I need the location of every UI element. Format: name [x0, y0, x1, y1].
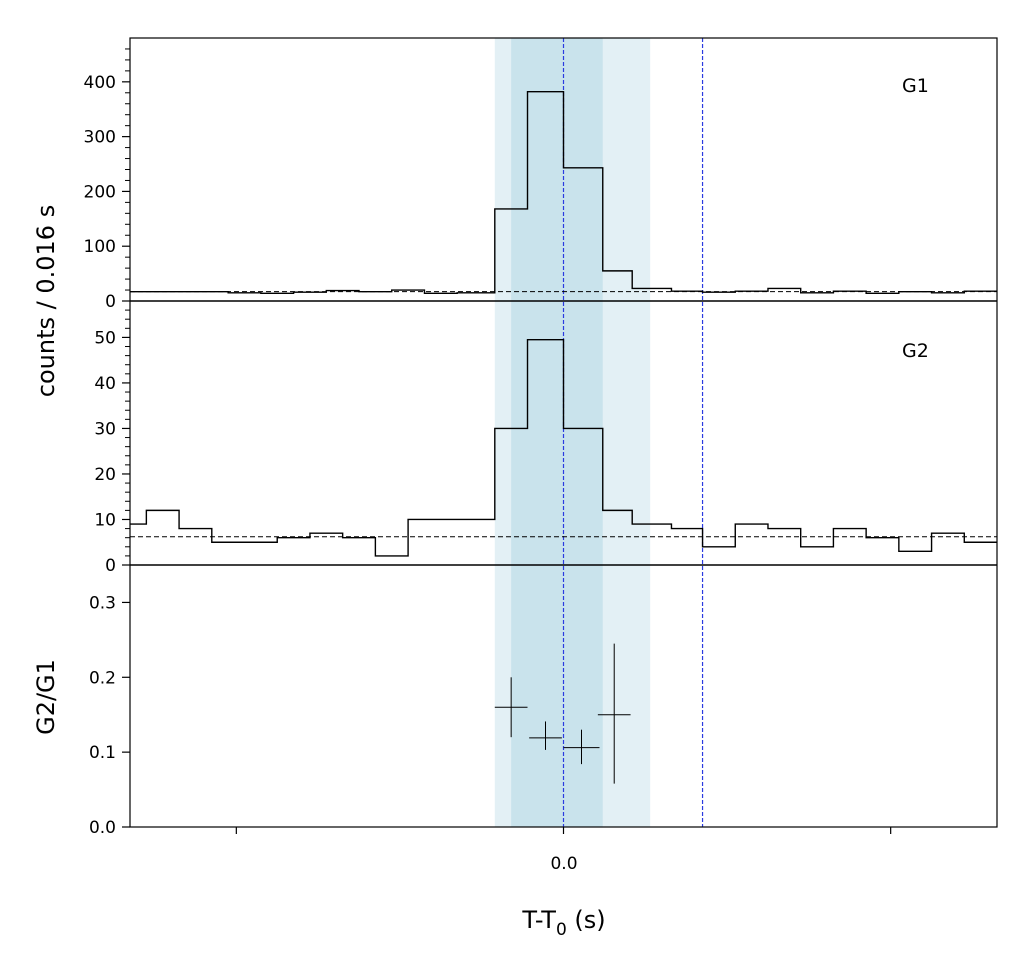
- y-axis-label-counts: counts / 0.016 s: [32, 205, 60, 397]
- panel-label-g1: G1: [902, 75, 929, 97]
- panel-ratio: 0.0 0.1 0.2 0.3: [89, 593, 631, 838]
- x-axis: 0.0: [235, 827, 892, 874]
- x-axis-label-main: T-T: [521, 906, 556, 934]
- y-tick-label: 30: [94, 419, 116, 439]
- y-tick-label: 100: [84, 237, 116, 257]
- y-tick-label: 0.0: [89, 818, 116, 838]
- y-tick-label: 0: [105, 292, 116, 312]
- x-axis-label-suffix: (s): [567, 906, 606, 934]
- y-tick-label: 50: [94, 328, 116, 348]
- lightcurve-step: [130, 90, 997, 295]
- y-tick-label: 0.2: [89, 668, 116, 688]
- shaded-region-1: [511, 38, 603, 827]
- y-tick-label: 0: [105, 556, 116, 576]
- panel-label-g2: G2: [902, 340, 929, 362]
- y-tick-label: 20: [94, 465, 116, 485]
- x-axis-label-subscript: 0: [556, 920, 567, 940]
- vertical-lines: [562, 38, 704, 827]
- x-axis-label: T-T0 (s): [521, 906, 605, 940]
- y-axis-label-ratio: G2/G1: [32, 659, 60, 735]
- y-tick-label: 400: [84, 73, 116, 93]
- y-tick-label: 10: [94, 510, 116, 530]
- y-tick-label: 200: [84, 182, 116, 202]
- lightcurve-step: [130, 338, 997, 557]
- panel-g2: G2 0 10 20 30 40 50: [94, 309, 997, 576]
- panel-g1: G1 0 100 200 300 400: [84, 48, 997, 312]
- y-tick-label: 40: [94, 374, 116, 394]
- y-tick-label: 0.3: [89, 593, 116, 613]
- y-tick-label: 300: [84, 128, 116, 148]
- x-tick-label: 0.0: [550, 854, 577, 874]
- y-tick-label: 0.1: [89, 743, 116, 763]
- shaded-regions: [494, 38, 651, 827]
